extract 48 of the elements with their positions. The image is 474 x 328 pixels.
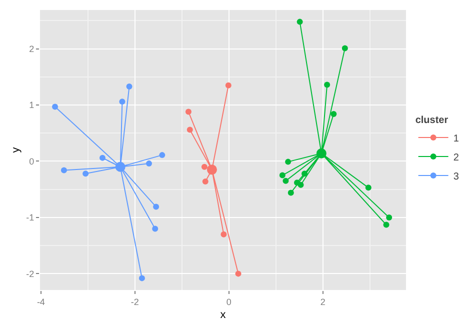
x-tick-label: -2 xyxy=(130,296,139,307)
y-tick-label: -1 xyxy=(26,212,34,223)
point xyxy=(235,270,242,277)
point xyxy=(119,98,126,105)
point xyxy=(185,108,192,115)
point xyxy=(206,164,217,175)
legend-label: 3 xyxy=(453,171,460,182)
point xyxy=(324,82,330,88)
point xyxy=(138,275,145,282)
point xyxy=(201,164,208,170)
x-axis-title: x xyxy=(220,309,226,321)
point xyxy=(202,178,208,184)
point xyxy=(342,45,348,52)
y-tick-label: -2 xyxy=(26,268,34,279)
point xyxy=(365,184,372,191)
point xyxy=(99,154,106,161)
x-tick-label: -4 xyxy=(36,296,45,307)
point xyxy=(330,111,337,118)
legend-label: 2 xyxy=(453,152,460,164)
y-tick-label: 0 xyxy=(29,156,34,166)
point xyxy=(225,82,232,88)
legend-title: cluster xyxy=(415,115,448,126)
legend-label: 1 xyxy=(453,133,460,144)
point xyxy=(383,222,390,228)
y-tick-label: 2 xyxy=(29,44,34,54)
point xyxy=(146,160,152,166)
point xyxy=(153,204,160,210)
point xyxy=(82,170,89,177)
point xyxy=(386,214,392,220)
point xyxy=(296,18,303,25)
x-tick-label: 2 xyxy=(320,296,326,307)
point xyxy=(288,190,294,196)
point xyxy=(60,167,67,174)
point xyxy=(302,170,308,177)
point xyxy=(159,152,166,158)
point xyxy=(126,83,132,90)
y-axis-title: y xyxy=(10,146,22,153)
point xyxy=(152,226,158,232)
x-tick-label: 0 xyxy=(226,296,232,307)
point xyxy=(52,104,58,110)
point xyxy=(220,231,227,238)
point xyxy=(279,172,286,178)
point xyxy=(298,182,304,188)
point xyxy=(282,178,289,184)
point xyxy=(186,126,193,133)
y-tick-label: 1 xyxy=(29,100,34,110)
point xyxy=(285,158,292,165)
point xyxy=(316,148,326,158)
